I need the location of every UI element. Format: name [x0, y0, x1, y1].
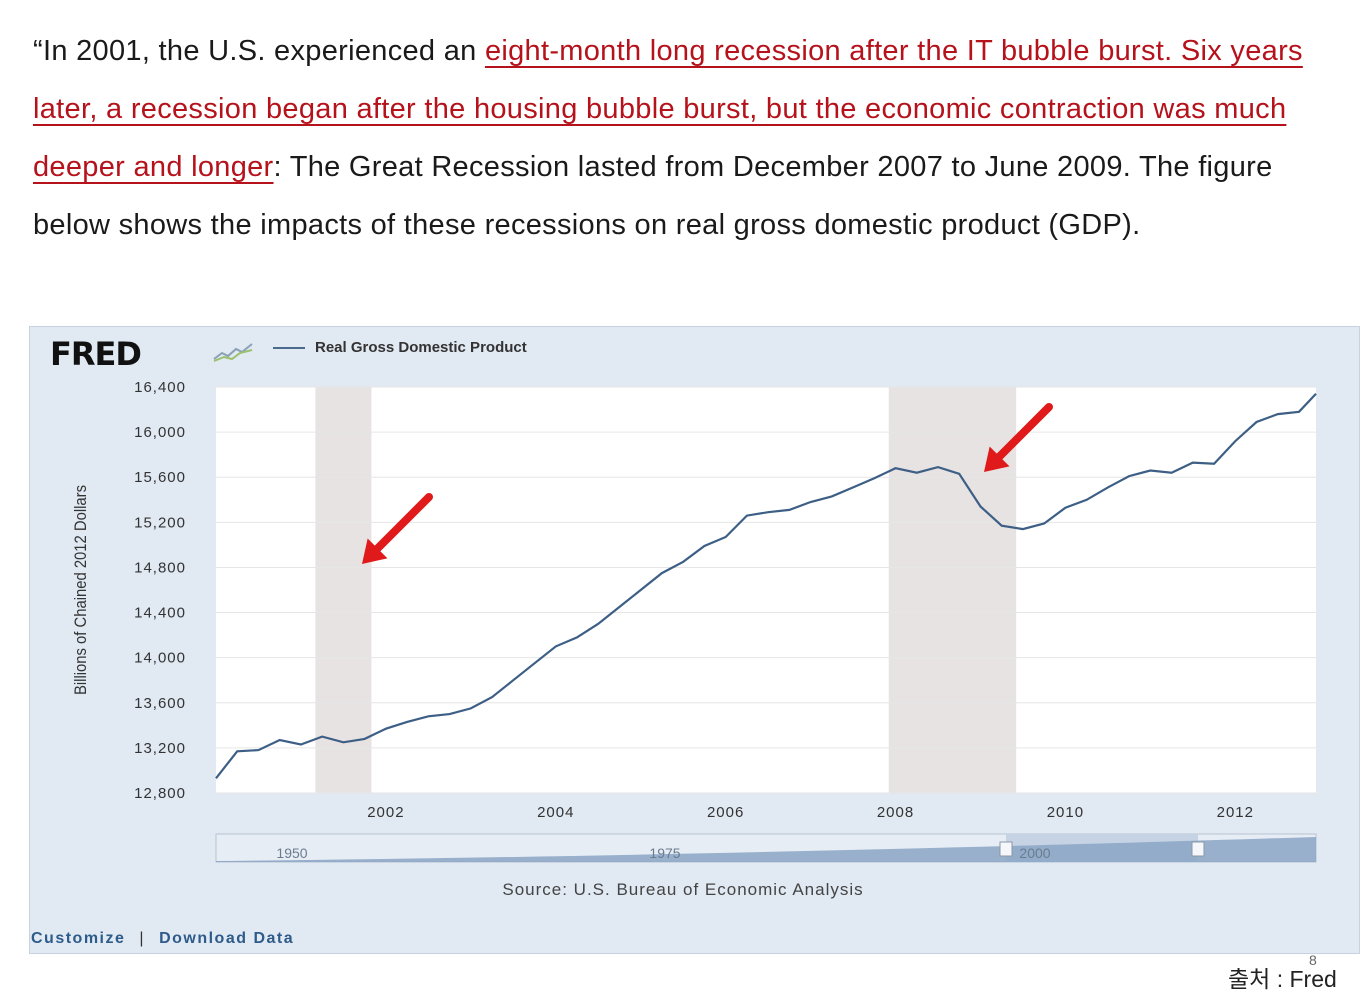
y-axis-title: Billions of Chained 2012 Dollars [71, 485, 90, 695]
links-separator: | [139, 930, 146, 947]
quote-text-start: “In 2001, the U.S. experienced an [33, 35, 485, 67]
quote-text-end: : The Great Recession lasted from Decemb… [33, 151, 1273, 241]
y-tick-label: 16,400 [134, 379, 186, 396]
recession-band-1 [315, 387, 372, 793]
chart-source: Source: U.S. Bureau of Economic Analysis [502, 880, 864, 899]
y-tick-label: 15,200 [134, 514, 186, 531]
customize-link[interactable]: Customize [31, 930, 126, 947]
navigator-label: 2000 [1019, 845, 1050, 861]
navigator-area [216, 837, 1316, 862]
x-tick-label: 2002 [367, 804, 404, 821]
quote-highlight-link[interactable]: eight-month long recession after the IT … [33, 35, 1303, 183]
fred-chart-logo-icon [213, 343, 253, 362]
y-tick-label: 14,800 [134, 559, 186, 576]
y-tick-label: 13,600 [134, 695, 186, 712]
navigator-label: 1975 [649, 845, 680, 861]
page-number: 8 [1309, 952, 1317, 968]
x-tick-label: 2010 [1047, 804, 1084, 821]
y-tick-label: 12,800 [134, 785, 186, 802]
source-credit: 출처 : Fred [1228, 966, 1337, 992]
chart-legend: Real Gross Domestic Product [273, 339, 527, 356]
gdp-line-chart: 12,800 13,200 13,600 14,000 14,400 14,800 15,2… [71, 379, 1317, 863]
y-tick-label: 14,000 [134, 650, 186, 667]
arrow-2001-recession [362, 493, 433, 564]
navigator-handle-right[interactable] [1191, 841, 1205, 857]
recession-band-2 [888, 387, 1017, 793]
legend-label: Real Gross Domestic Product [315, 339, 527, 356]
fred-logo: FRED [50, 335, 142, 373]
download-data-link[interactable]: Download Data [159, 930, 295, 947]
navigator-label: 1950 [276, 845, 307, 861]
x-tick-label: 2004 [537, 804, 574, 821]
y-tick-label: 15,600 [134, 469, 186, 486]
y-tick-label: 16,000 [134, 424, 186, 441]
x-tick-label: 2006 [707, 804, 744, 821]
x-tick-label: 2008 [877, 804, 914, 821]
gdp-series-line [215, 393, 1317, 779]
legend-line-swatch [273, 346, 305, 349]
y-tick-label: 13,200 [134, 740, 186, 757]
quote-paragraph: “In 2001, the U.S. experienced an eight-… [33, 22, 1348, 254]
x-tick-label: 2012 [1217, 804, 1254, 821]
y-tick-label: 14,400 [134, 605, 186, 622]
navigator-handle-left[interactable] [999, 841, 1013, 857]
chart-links: Customize | Download Data [31, 930, 294, 948]
arrow-2008-recession [984, 403, 1053, 472]
